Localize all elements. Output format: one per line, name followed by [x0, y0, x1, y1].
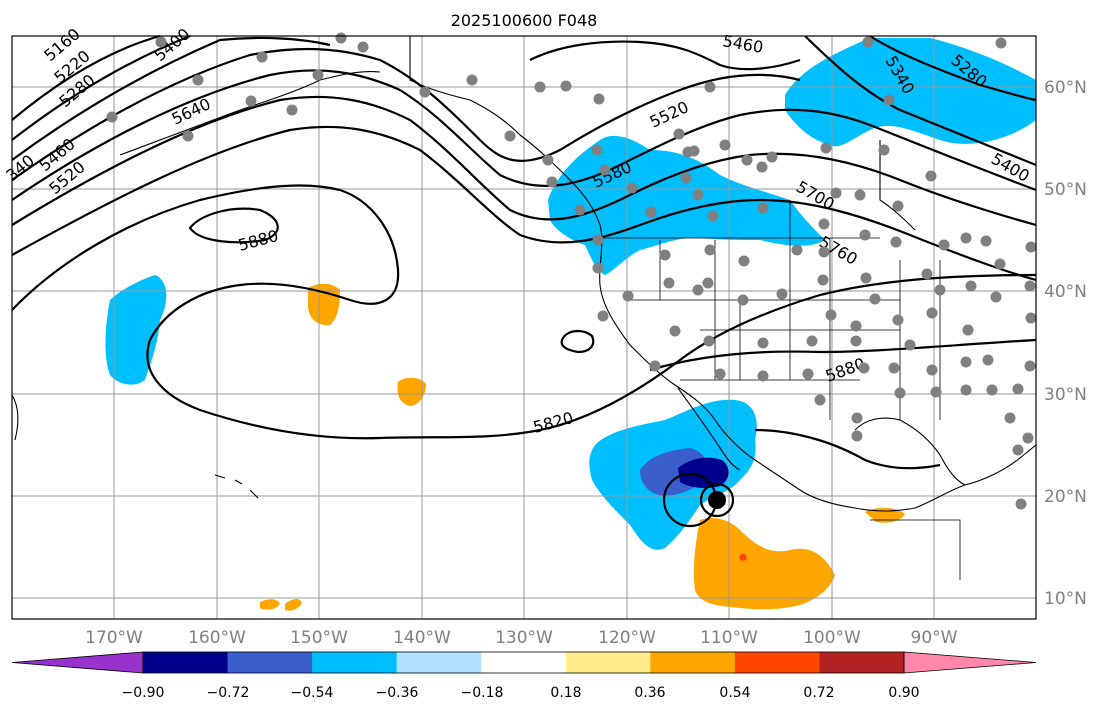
lon-label: 110°W	[700, 628, 758, 648]
colorbar-segment	[650, 652, 736, 673]
colorbar-segment	[227, 652, 313, 673]
colorbar-tick: −0.72	[207, 685, 250, 701]
gulf-coast	[854, 417, 966, 486]
lon-label: 130°W	[495, 628, 553, 648]
coastlines	[11, 36, 1037, 512]
baja-coast	[677, 387, 741, 471]
colorbar-ticks: −0.90 −0.72 −0.54 −0.36 −0.18 0.18 0.36 …	[122, 685, 920, 701]
hawaii-islands	[214, 474, 259, 499]
station-dots	[106, 32, 1037, 510]
longitude-labels: 170°W 160°W 150°W 140°W 130°W 120°W 110°…	[85, 628, 958, 648]
lat-label: 30°N	[1044, 385, 1087, 405]
colorbar	[11, 651, 1037, 674]
colorbar-tick: 0.36	[634, 685, 665, 701]
political-boundaries	[600, 200, 961, 580]
very-strong-negative-region	[678, 457, 729, 489]
colorbar-tick: −0.18	[461, 685, 504, 701]
lat-label: 20°N	[1044, 487, 1087, 507]
lat-label: 60°N	[1044, 78, 1087, 98]
lat-label: 40°N	[1044, 282, 1087, 302]
positive-region-3	[865, 507, 905, 523]
colorbar-tick: 0.54	[719, 685, 750, 701]
strong-positive-spot	[739, 553, 747, 561]
map-title: 2025100600 F048	[451, 11, 598, 30]
map-frame	[11, 35, 1037, 620]
aleutian-chain	[119, 71, 381, 156]
colorbar-frame	[142, 651, 905, 674]
graticule	[12, 36, 1036, 619]
latitude-labels: 60°N 50°N 40°N 30°N 20°N 10°N	[1044, 78, 1087, 609]
lon-label: 120°W	[598, 628, 656, 648]
colorbar-tick: −0.54	[291, 685, 334, 701]
lon-label: 140°W	[393, 628, 451, 648]
colorbar-segment	[481, 652, 567, 673]
aleutian-edge	[11, 394, 19, 441]
colorbar-segment	[734, 652, 820, 673]
colorbar-tick: 0.90	[888, 685, 919, 701]
hudson-coast	[879, 140, 916, 231]
colorbar-tick: −0.36	[376, 685, 419, 701]
lon-label: 160°W	[188, 628, 246, 648]
positive-region-4	[260, 599, 280, 610]
lon-label: 100°W	[803, 628, 861, 648]
height-contours	[11, 34, 1037, 528]
lat-label: 50°N	[1044, 180, 1087, 200]
lon-label: 170°W	[85, 628, 143, 648]
negative-region-pnw	[548, 135, 825, 275]
west-coast	[409, 36, 1037, 512]
colorbar-tick: −0.90	[122, 685, 165, 701]
colorbar-segment	[819, 652, 905, 673]
negative-region-canada	[785, 38, 1036, 147]
positive-region-5	[285, 598, 302, 611]
colorbar-segment	[396, 652, 482, 673]
lon-label: 90°W	[911, 628, 958, 648]
colorbar-segment	[312, 652, 398, 673]
positive-region-2	[397, 377, 426, 406]
lon-label: 150°W	[290, 628, 348, 648]
lat-label: 10°N	[1044, 589, 1087, 609]
low-center	[708, 491, 726, 509]
negative-region-pacific	[105, 275, 167, 385]
colorbar-segment	[143, 652, 229, 673]
colorbar-tick: 0.18	[550, 685, 581, 701]
colorbar-extend-low	[11, 651, 144, 674]
colorbar-extend-high	[903, 651, 1037, 674]
colorbar-segment	[565, 652, 651, 673]
colorbar-tick: 0.72	[803, 685, 834, 701]
